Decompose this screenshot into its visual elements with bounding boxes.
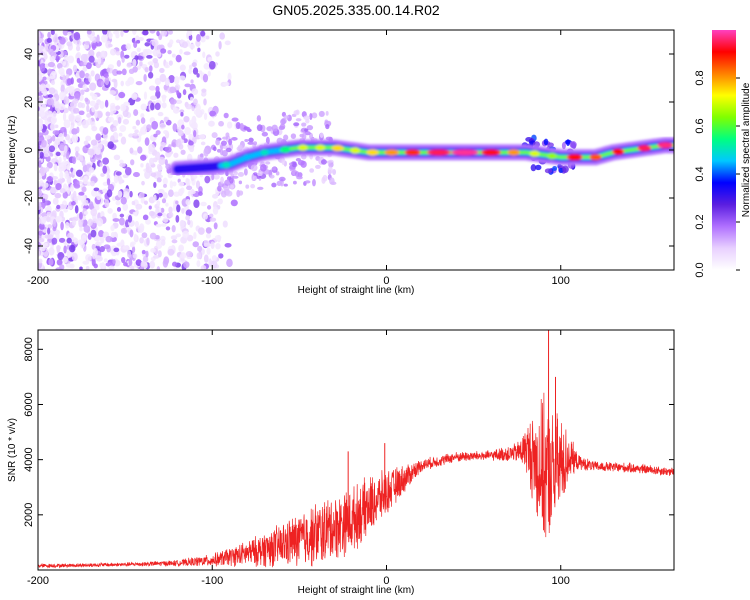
spectrogram-x-axis: -200 -100 0 100 <box>27 30 570 287</box>
spectrogram-ridge <box>169 137 674 178</box>
colorbar-axis: 0.0 0.2 0.4 0.6 0.8 <box>694 70 740 278</box>
snr-series-line <box>38 392 674 569</box>
spectrogram-x-tick-label: -100 <box>201 275 223 287</box>
colorbar-gradient <box>712 30 736 270</box>
snr-y-axis: 2000 4000 6000 8000 <box>23 337 674 527</box>
spectrogram-y-axis: 40 20 0 -20 -40 <box>23 48 674 254</box>
snr-y-tick-label: 6000 <box>23 392 35 416</box>
colorbar-tick-label: 0.0 <box>694 262 706 277</box>
snr-panel: -200 -100 0 100 2000 4000 6000 8000 Height of … <box>7 329 675 596</box>
colorbar: 0.0 0.2 0.4 0.6 0.8 Normalized spectral ampl… <box>694 30 750 278</box>
spectrogram-y-tick-label: 40 <box>23 48 35 60</box>
snr-y-tick-label: 4000 <box>23 447 35 471</box>
snr-y-label: SNR (10 * v/v) <box>7 418 18 482</box>
snr-y-tick-label: 2000 <box>23 503 35 527</box>
colorbar-tick-label: 0.2 <box>694 214 706 229</box>
spectrogram-x-label: Height of straight line (km) <box>298 285 415 296</box>
spectrogram-x-tick-label: 100 <box>552 275 570 287</box>
spectrogram-y-label: Frequency (Hz) <box>7 116 18 185</box>
spectrogram-y-tick-label: -20 <box>23 190 35 206</box>
snr-frame <box>37 329 675 571</box>
snr-x-tick-label: -100 <box>201 575 223 587</box>
colorbar-tick-label: 0.8 <box>694 70 706 85</box>
snr-x-tick-label: -200 <box>27 575 49 587</box>
spectrogram-noise-speckle <box>38 30 577 270</box>
spectrogram-x-tick-label: -200 <box>27 275 49 287</box>
spectrogram-x-tick-label: 0 <box>383 275 389 287</box>
snr-x-tick-label: 0 <box>383 575 389 587</box>
spectrogram-y-tick-label: 20 <box>23 96 35 108</box>
spectrogram-y-tick-label: 0 <box>23 147 35 153</box>
snr-x-axis: -200 -100 0 100 <box>27 330 570 587</box>
snr-y-tick-label: 8000 <box>23 337 35 361</box>
colorbar-tick-label: 0.4 <box>694 166 706 181</box>
snr-x-label: Height of straight line (km) <box>298 585 415 596</box>
colorbar-tick-label: 0.6 <box>694 118 706 133</box>
colorbar-label: Normalized spectral amplitude <box>741 82 750 217</box>
spectrogram-panel: -200 -100 0 100 40 20 0 -20 -40 Height of strai… <box>7 29 675 296</box>
spectrogram-y-tick-label: -40 <box>23 238 35 254</box>
snr-peaks <box>347 330 557 522</box>
snr-x-tick-label: 100 <box>552 575 570 587</box>
chart-title: GN05.2025.335.00.14.R02 <box>272 2 440 18</box>
spectrogram-image <box>38 30 674 270</box>
